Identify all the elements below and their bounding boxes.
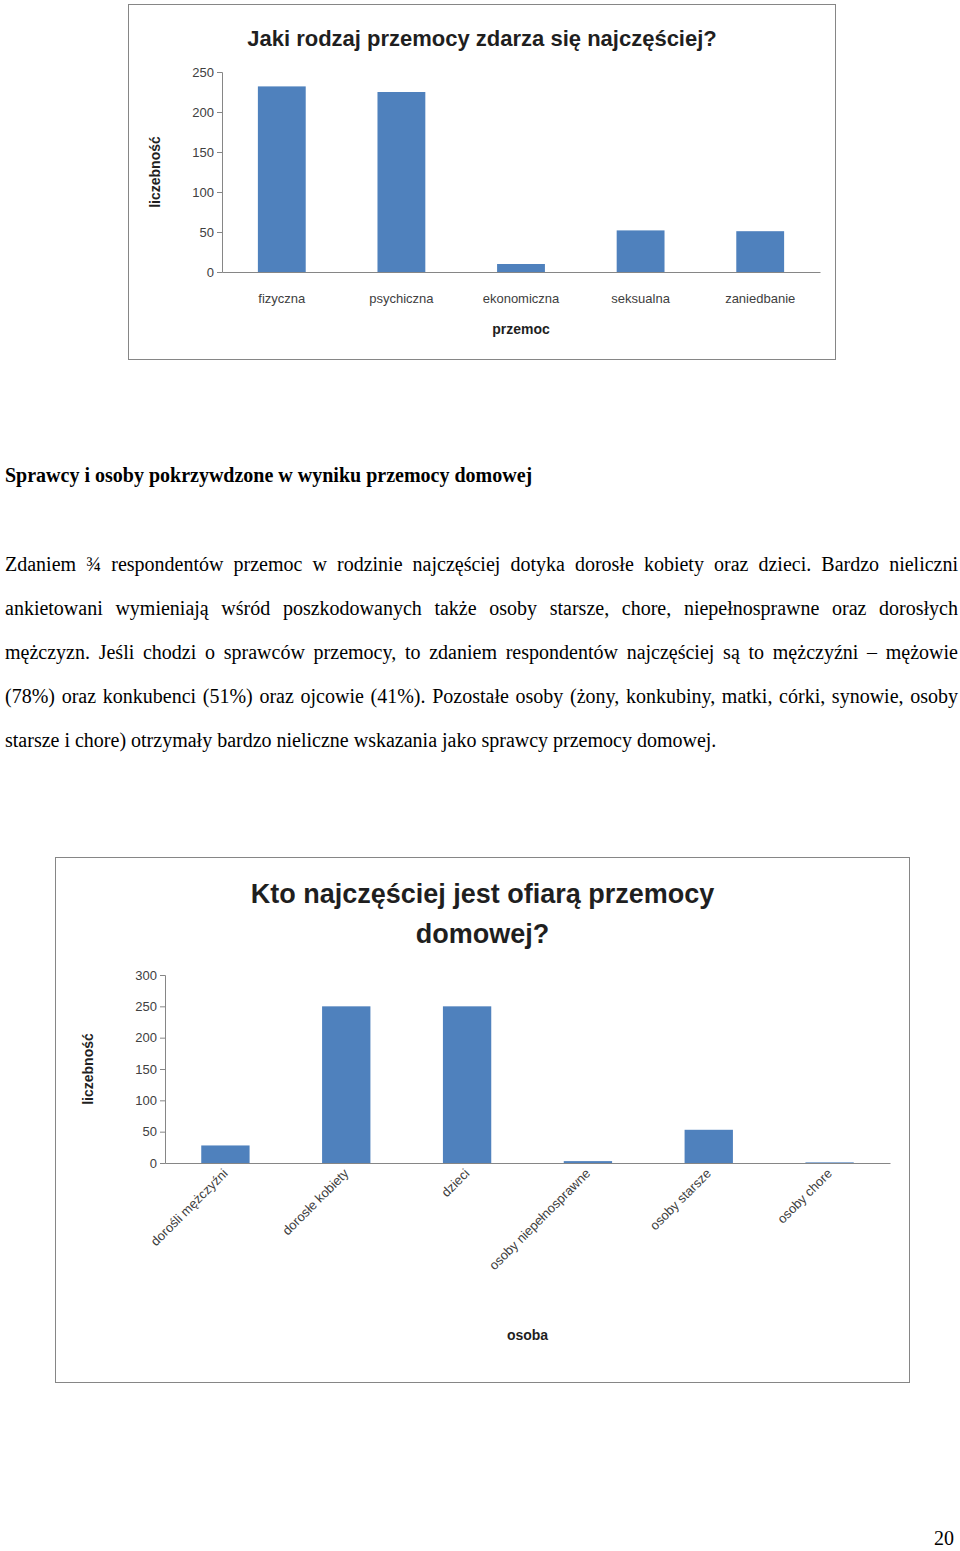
tick: 100 <box>192 185 222 200</box>
tick: 50 <box>200 225 222 240</box>
chart: 0 50 100 150 200 250 fizyczna psychiczna ekonomi… <box>128 4 836 360</box>
tick-label: 100 <box>192 185 214 200</box>
tick: dorosłe kobiety <box>279 1165 352 1238</box>
tick: dorośli mężczyźni <box>148 1166 231 1249</box>
tick-label: dzieci <box>438 1166 472 1200</box>
y-axis: 0 50 100 150 200 250 <box>192 65 222 280</box>
bar <box>736 231 784 272</box>
tick: osoby niepełnosprawne <box>486 1166 593 1273</box>
tick: 0 <box>207 265 222 280</box>
bar <box>617 230 665 272</box>
tick: dzieci <box>438 1166 472 1200</box>
bar <box>564 1161 612 1163</box>
bar <box>497 264 545 272</box>
page-number: 20 <box>934 1527 954 1550</box>
axis-line <box>223 272 821 273</box>
tick: fizyczna <box>258 291 306 306</box>
tick-label: zaniedbanie <box>725 291 795 306</box>
x-axis-title: osoba <box>507 1327 548 1343</box>
tick-label: dorośli mężczyźni <box>148 1166 231 1249</box>
x-axis: dorośli mężczyźni dorosłe kobiety dzieci os… <box>148 1164 891 1273</box>
tick-mark <box>160 1100 165 1101</box>
tick-label: 100 <box>135 1093 157 1108</box>
tick: ekonomiczna <box>483 291 560 306</box>
tick: 250 <box>135 999 165 1014</box>
tick-label: 0 <box>207 265 214 280</box>
tick-mark <box>217 232 222 233</box>
bar <box>443 1006 491 1163</box>
tick-label: osoby niepełnosprawne <box>486 1166 593 1273</box>
paragraph: Zdaniem ¾ respondentów przemoc w rodzini… <box>5 542 958 762</box>
tick-mark <box>217 272 222 273</box>
tick-mark <box>217 192 222 193</box>
tick-mark <box>217 152 222 153</box>
y-axis-title: liczebność <box>80 1033 96 1105</box>
tick-mark <box>160 975 165 976</box>
tick-label: ekonomiczna <box>483 291 560 306</box>
tick-label: 150 <box>135 1062 157 1077</box>
tick-mark <box>160 1163 165 1164</box>
tick: 200 <box>192 105 222 120</box>
tick: osoby starsze <box>647 1166 714 1233</box>
tick-mark <box>217 112 222 113</box>
tick-mark <box>160 1069 165 1070</box>
chart-frame <box>129 5 836 360</box>
tick: 150 <box>135 1062 165 1077</box>
chart-title: Kto najczęściej jest ofiarą przemocydomo… <box>251 879 715 949</box>
tick: 100 <box>135 1093 165 1108</box>
tick-label: 50 <box>200 225 214 240</box>
chart-frame <box>56 858 910 1383</box>
tick-label: dorosłe kobiety <box>279 1165 352 1238</box>
tick: 200 <box>135 1030 165 1045</box>
tick-label: 50 <box>143 1124 157 1139</box>
bar <box>685 1130 733 1163</box>
heading: Sprawcy i osoby pokrzywdzone w wyniku pr… <box>5 464 532 487</box>
bar <box>258 86 306 272</box>
tick-label: 300 <box>135 968 157 983</box>
tick: psychiczna <box>369 291 434 306</box>
tick-label: 0 <box>150 1156 157 1171</box>
bar <box>322 1006 370 1163</box>
tick: zaniedbanie <box>725 291 795 306</box>
axis-line <box>166 1163 891 1164</box>
bar <box>805 1162 853 1163</box>
tick-label: 150 <box>192 145 214 160</box>
tick: 150 <box>192 145 222 160</box>
tick-label: seksualna <box>611 291 670 306</box>
y-axis: 0 50 100 150 200 250 300 <box>135 968 165 1171</box>
y-axis-title: liczebność <box>147 136 163 208</box>
axis-line <box>160 976 166 1164</box>
tick-label: 200 <box>135 1030 157 1045</box>
tick-mark <box>217 72 222 73</box>
tick-mark <box>160 1006 165 1007</box>
tick: 0 <box>150 1156 165 1171</box>
tick: seksualna <box>611 291 670 306</box>
tick: 50 <box>143 1124 165 1139</box>
tick-label: psychiczna <box>369 291 434 306</box>
tick: osoby chore <box>774 1166 835 1227</box>
tick-label: 250 <box>135 999 157 1014</box>
chart-title: Jaki rodzaj przemocy zdarza się najczęśc… <box>247 26 717 51</box>
x-axis-title: przemoc <box>492 321 550 337</box>
tick-label: 250 <box>192 65 214 80</box>
chart: 0 50 100 150 200 250 300 dorośli mężczyźni doros… <box>55 857 910 1383</box>
tick-mark <box>160 1132 165 1133</box>
axis-line <box>217 73 223 273</box>
bars <box>201 1006 854 1163</box>
tick: 300 <box>135 968 165 983</box>
tick: 250 <box>192 65 222 80</box>
bar <box>201 1145 249 1163</box>
tick-label: osoby starsze <box>647 1166 714 1233</box>
tick-label: 200 <box>192 105 214 120</box>
bar <box>377 92 425 272</box>
x-axis: fizyczna psychiczna ekonomiczna seksualna za… <box>223 273 821 306</box>
tick-label: fizyczna <box>258 291 306 306</box>
tick-mark <box>160 1038 165 1039</box>
bars <box>258 86 784 272</box>
tick-label: osoby chore <box>774 1166 835 1227</box>
